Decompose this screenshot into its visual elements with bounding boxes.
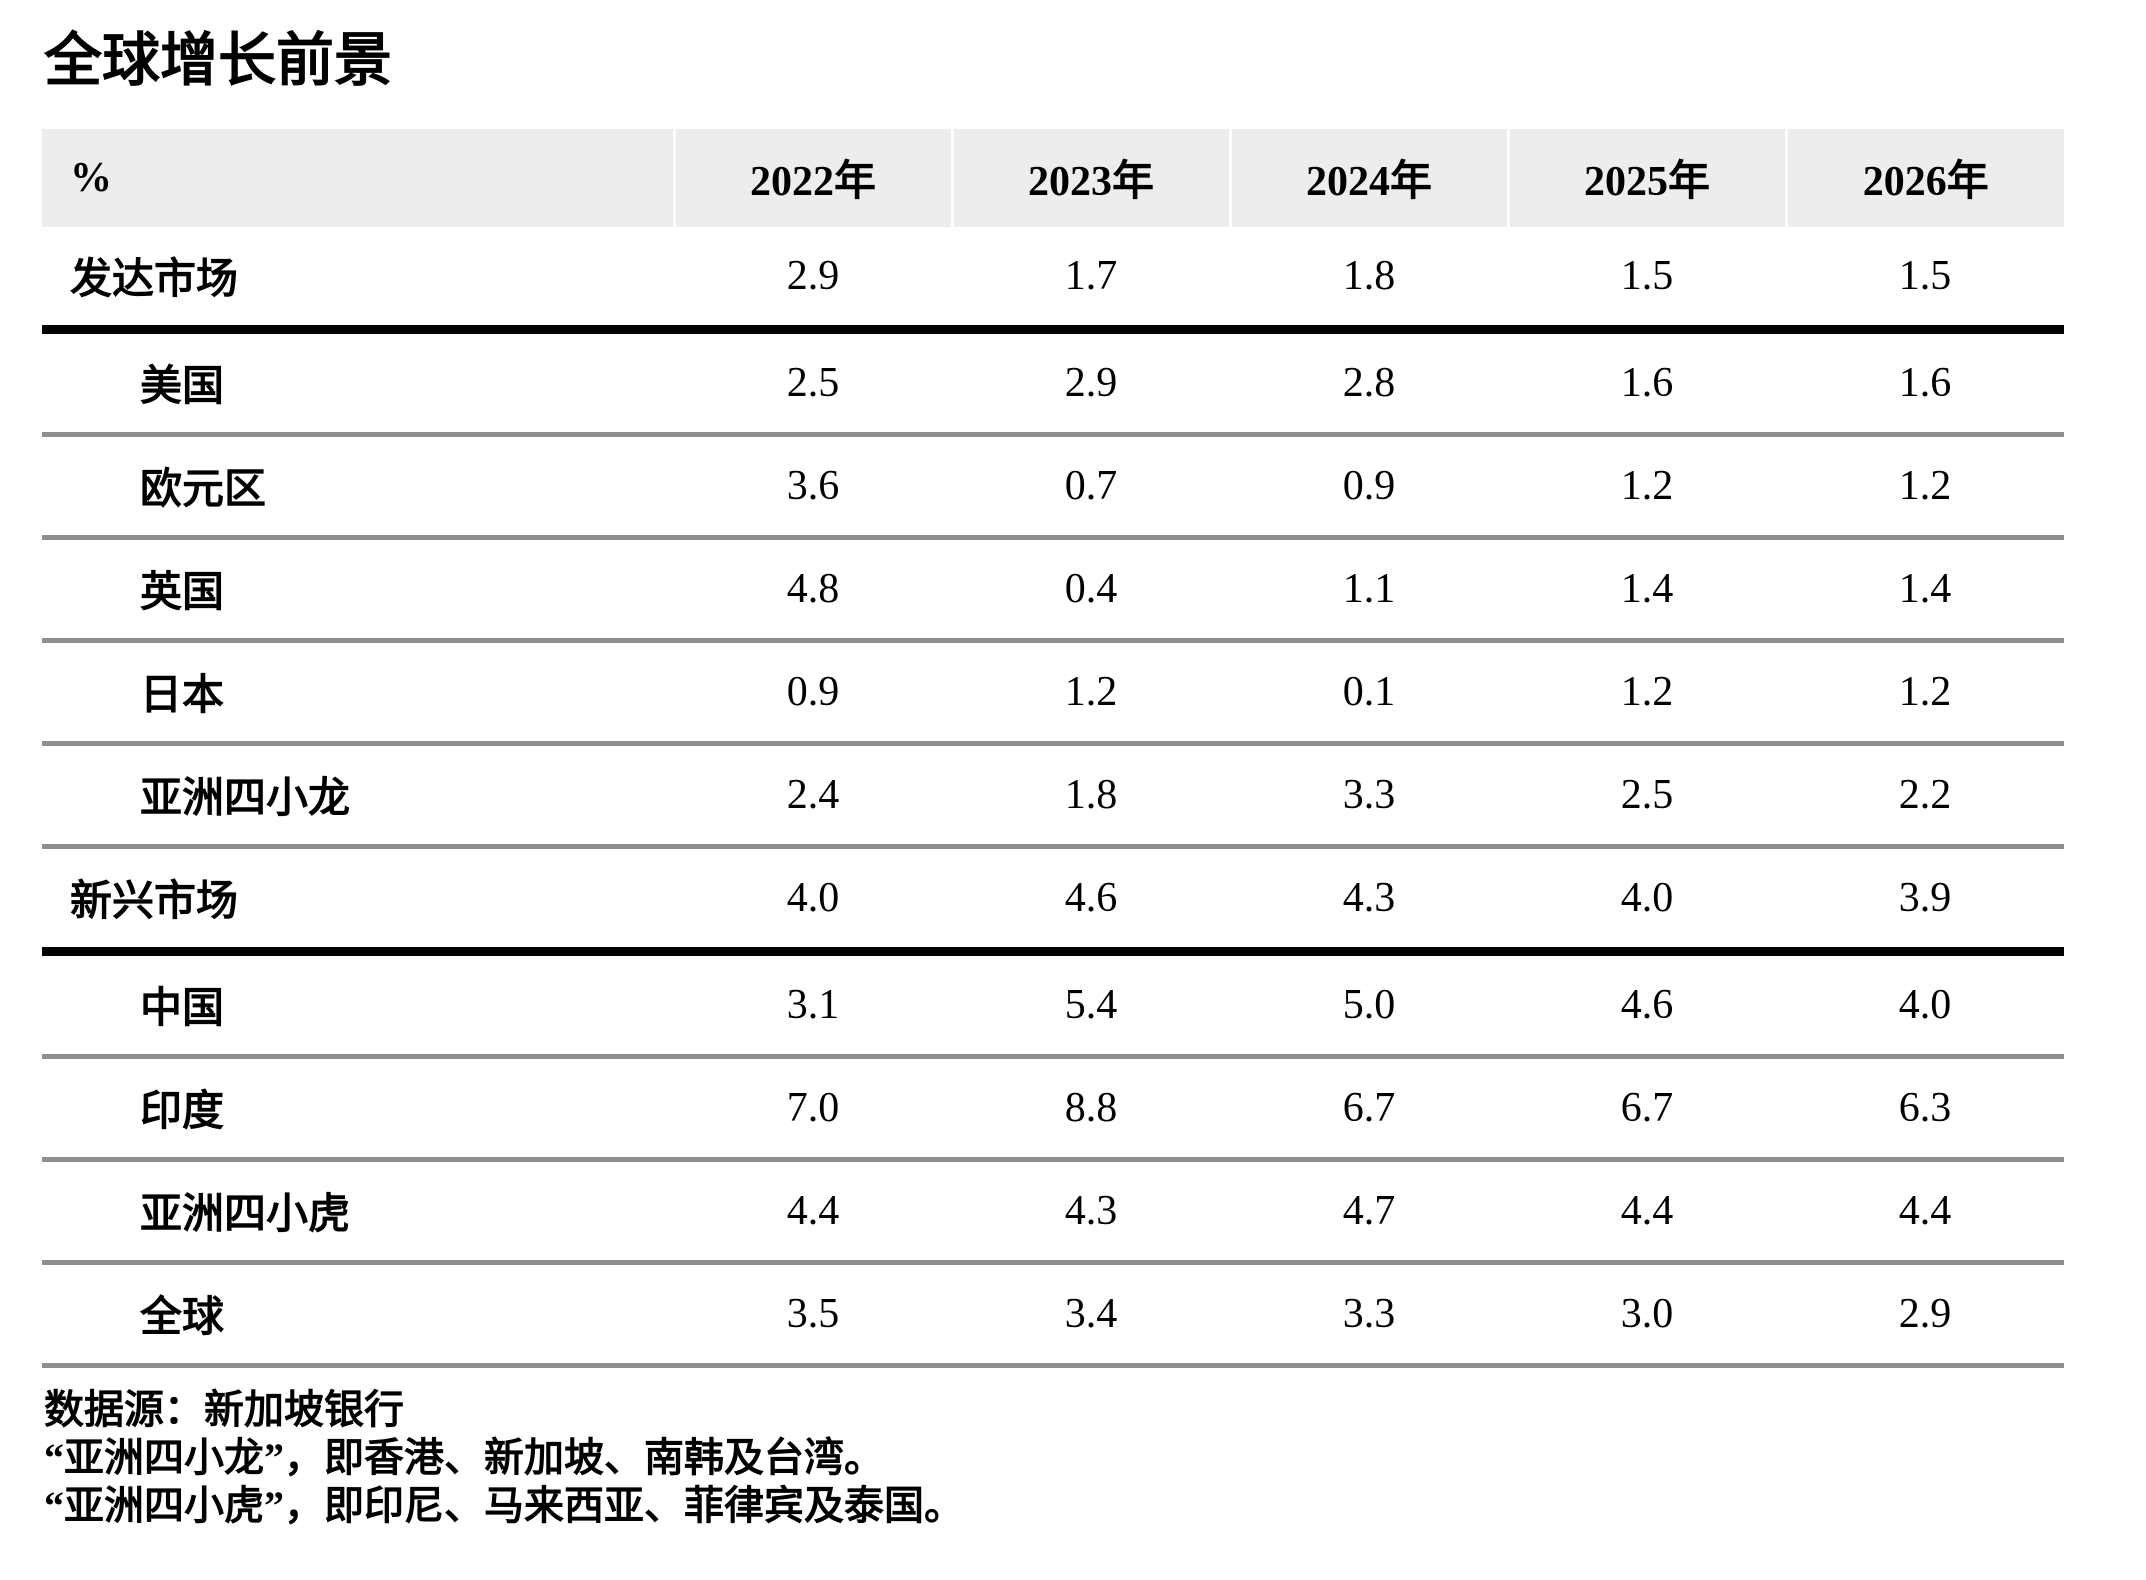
value-cell: 3.4	[952, 1262, 1230, 1366]
table-body: 发达市场 2.9 1.7 1.8 1.5 1.5 美国 2.5 2.9 2.8 1.6 1.6 欧元区 3…	[42, 226, 2064, 1366]
value-cell: 2.9	[674, 226, 952, 330]
footnote: 数据源：新加坡银行	[44, 1386, 404, 1432]
value-cell: 3.6	[674, 434, 952, 538]
column-header-year: 2025年	[1506, 128, 1786, 227]
value-cell: 3.5	[674, 1262, 952, 1366]
row-label: 英国	[42, 537, 674, 641]
growth-table: % 2022年 2023年 2024年 2025年 2026年 发达市场 2.9 1.7 1.…	[42, 128, 2064, 1368]
value-cell: 1.6	[1508, 329, 1786, 435]
row-label: 欧元区	[42, 434, 674, 538]
value-cell: 2.4	[674, 743, 952, 847]
row-label: 美国	[42, 329, 674, 435]
value-cell: 2.9	[1786, 1262, 2064, 1366]
value-cell: 4.8	[674, 537, 952, 641]
value-cell: 1.2	[1786, 640, 2064, 744]
row-label: 印度	[42, 1056, 674, 1160]
value-cell: 5.0	[1230, 951, 1508, 1057]
column-header-year: 2026年	[1784, 128, 2064, 227]
row-label: 发达市场	[42, 226, 674, 330]
row-label: 日本	[42, 640, 674, 744]
page-title: 全球增长前景	[44, 28, 393, 93]
value-cell: 4.6	[952, 846, 1230, 952]
table-row: 亚洲四小龙 2.4 1.8 3.3 2.5 2.2	[42, 743, 2064, 847]
value-cell: 1.4	[1786, 537, 2064, 641]
value-cell: 4.4	[1786, 1159, 2064, 1263]
value-cell: 4.0	[674, 846, 952, 952]
value-cell: 3.3	[1230, 1262, 1508, 1366]
footnote: “亚洲四小虎”，即印尼、马来西亚、菲律宾及泰国。	[44, 1482, 964, 1528]
table-header-row: % 2022年 2023年 2024年 2025年 2026年	[42, 128, 2064, 227]
value-cell: 1.7	[952, 226, 1230, 330]
table-row: 日本 0.9 1.2 0.1 1.2 1.2	[42, 640, 2064, 744]
table-row: 全球 3.5 3.4 3.3 3.0 2.9	[42, 1262, 2064, 1366]
value-cell: 0.7	[952, 434, 1230, 538]
value-cell: 4.3	[952, 1159, 1230, 1263]
value-cell: 5.4	[952, 951, 1230, 1057]
value-cell: 1.2	[1508, 434, 1786, 538]
value-cell: 4.0	[1508, 846, 1786, 952]
table-row: 印度 7.0 8.8 6.7 6.7 6.3	[42, 1056, 2064, 1160]
value-cell: 6.7	[1230, 1056, 1508, 1160]
value-cell: 6.7	[1508, 1056, 1786, 1160]
value-cell: 1.8	[952, 743, 1230, 847]
value-cell: 2.5	[674, 329, 952, 435]
value-cell: 1.8	[1230, 226, 1508, 330]
value-cell: 4.3	[1230, 846, 1508, 952]
row-label: 中国	[42, 951, 674, 1057]
value-cell: 1.6	[1786, 329, 2064, 435]
value-cell: 8.8	[952, 1056, 1230, 1160]
value-cell: 1.2	[1508, 640, 1786, 744]
column-header-year: 2022年	[672, 128, 952, 227]
value-cell: 1.5	[1786, 226, 2064, 330]
table-row: 新兴市场 4.0 4.6 4.3 4.0 3.9	[42, 846, 2064, 952]
value-cell: 1.5	[1508, 226, 1786, 330]
value-cell: 1.2	[952, 640, 1230, 744]
table-row: 发达市场 2.9 1.7 1.8 1.5 1.5	[42, 226, 2064, 330]
row-label: 新兴市场	[42, 846, 674, 952]
value-cell: 6.3	[1786, 1056, 2064, 1160]
value-cell: 1.4	[1508, 537, 1786, 641]
value-cell: 4.7	[1230, 1159, 1508, 1263]
column-header-year: 2024年	[1228, 128, 1508, 227]
table-row: 中国 3.1 5.4 5.0 4.6 4.0	[42, 951, 2064, 1057]
value-cell: 2.8	[1230, 329, 1508, 435]
value-cell: 4.4	[674, 1159, 952, 1263]
footnotes: 数据源：新加坡银行 “亚洲四小龙”，即香港、新加坡、南韩及台湾。 “亚洲四小虎”，即…	[44, 1386, 2146, 1530]
value-cell: 4.6	[1508, 951, 1786, 1057]
value-cell: 2.5	[1508, 743, 1786, 847]
value-cell: 1.1	[1230, 537, 1508, 641]
row-label: 亚洲四小龙	[42, 743, 674, 847]
footnote: “亚洲四小龙”，即香港、新加坡、南韩及台湾。	[44, 1434, 884, 1480]
value-cell: 0.9	[1230, 434, 1508, 538]
value-cell: 0.4	[952, 537, 1230, 641]
row-label: 全球	[42, 1262, 674, 1366]
value-cell: 0.9	[674, 640, 952, 744]
value-cell: 3.1	[674, 951, 952, 1057]
table-row: 英国 4.8 0.4 1.1 1.4 1.4	[42, 537, 2064, 641]
value-cell: 7.0	[674, 1056, 952, 1160]
value-cell: 0.1	[1230, 640, 1508, 744]
column-header-year: 2023年	[950, 128, 1230, 227]
value-cell: 3.9	[1786, 846, 2064, 952]
value-cell: 3.3	[1230, 743, 1508, 847]
value-cell: 2.2	[1786, 743, 2064, 847]
value-cell: 4.4	[1508, 1159, 1786, 1263]
value-cell: 4.0	[1786, 951, 2064, 1057]
value-cell: 3.0	[1508, 1262, 1786, 1366]
row-label: 亚洲四小虎	[42, 1159, 674, 1263]
table-row: 欧元区 3.6 0.7 0.9 1.2 1.2	[42, 434, 2064, 538]
table-row: 美国 2.5 2.9 2.8 1.6 1.6	[42, 329, 2064, 435]
column-header-unit: %	[42, 128, 674, 227]
table-row: 亚洲四小虎 4.4 4.3 4.7 4.4 4.4	[42, 1159, 2064, 1263]
value-cell: 2.9	[952, 329, 1230, 435]
value-cell: 1.2	[1786, 434, 2064, 538]
